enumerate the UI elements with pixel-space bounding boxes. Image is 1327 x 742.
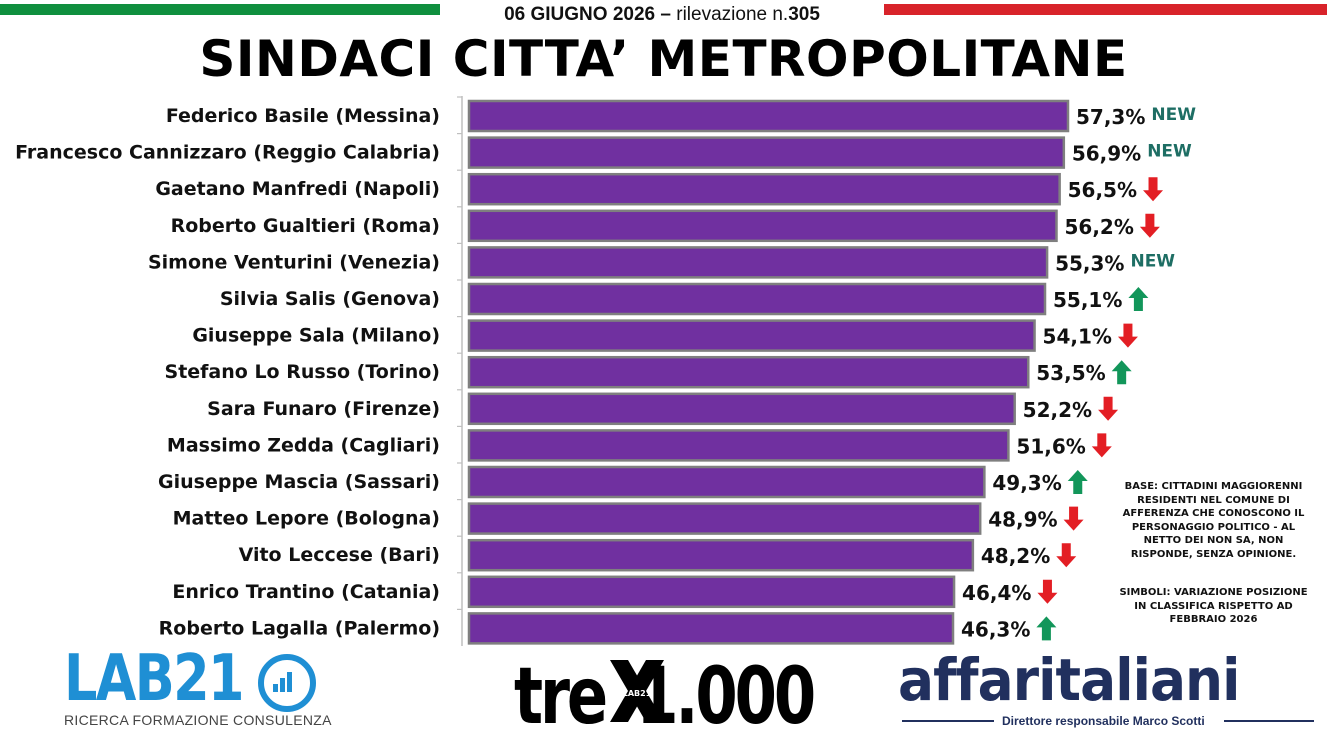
arrow-down-icon xyxy=(1139,213,1160,238)
base-note-line: BASE: CITTADINI MAGGIORENNI xyxy=(1124,481,1303,492)
category-label: Matteo Lepore (Bologna) xyxy=(173,508,440,530)
category-label: Roberto Lagalla (Palermo) xyxy=(159,617,440,639)
category-label: Gaetano Manfredi (Napoli) xyxy=(155,178,440,200)
bar xyxy=(467,172,1061,206)
arrow-down-icon xyxy=(1117,323,1138,348)
value-label: 57,3% xyxy=(1076,105,1145,129)
chart-title: SINDACI CITTA’ METROPOLITANE xyxy=(199,30,1128,88)
value-label: 54,1% xyxy=(1043,325,1112,349)
symbols-note-line: SIMBOLI: VARIAZIONE POSIZIONE xyxy=(1119,587,1308,598)
arrow-up-icon xyxy=(1111,360,1132,385)
category-label: Massimo Zedda (Cagliari) xyxy=(167,434,440,456)
value-label: 53,5% xyxy=(1036,361,1105,385)
category-label: Sara Funaro (Firenze) xyxy=(207,398,440,420)
value-label: 49,3% xyxy=(992,471,1061,495)
trex-mark: LAB21 xyxy=(623,689,652,698)
bar xyxy=(467,465,986,499)
category-label: Silvia Salis (Genova) xyxy=(220,288,440,310)
bar-chart-icon xyxy=(273,672,292,692)
value-label: 55,3% xyxy=(1055,251,1124,275)
category-label: Francesco Cannizzaro (Reggio Calabria) xyxy=(15,142,440,164)
symbols-note-line: FEBBRAIO 2026 xyxy=(1169,614,1258,625)
symbols-note-line: IN CLASSIFICA RISPETTO AD xyxy=(1134,600,1293,612)
value-label: 46,3% xyxy=(961,617,1030,641)
value-label: 56,5% xyxy=(1068,178,1137,202)
affaritaliani-rule-left xyxy=(902,720,994,722)
bar xyxy=(467,502,982,535)
base-note-line: RISPONDE, SENZA OPINIONE. xyxy=(1130,548,1297,560)
value-label: 55,1% xyxy=(1053,288,1122,312)
survey-label: rilevazione n. xyxy=(676,4,789,25)
affaritaliani-rule-right xyxy=(1224,720,1314,722)
lab21-logo: LAB21 RICERCA FORMAZIONE CONSULENZA xyxy=(64,642,331,732)
base-note-line: AFFERENZA CHE CONOSCONO IL xyxy=(1122,508,1305,519)
affaritaliani-logo-text: affaritaliani xyxy=(898,646,1240,714)
bar xyxy=(467,136,1066,169)
arrow-down-icon xyxy=(1091,433,1112,458)
bar xyxy=(467,575,956,609)
value-label: 48,2% xyxy=(981,544,1050,568)
flag-red-stripe xyxy=(884,4,1327,15)
bar xyxy=(467,355,1030,389)
survey-dash: – xyxy=(660,4,671,25)
arrow-down-icon xyxy=(1063,506,1084,531)
brush-x-icon: LAB21 xyxy=(610,660,664,722)
value-label: 56,9% xyxy=(1072,142,1141,166)
category-label: Enrico Trantino (Catania) xyxy=(172,581,440,603)
survey-date: 06 GIUGNO 2026 xyxy=(504,4,656,25)
survey-number: 305 xyxy=(788,4,820,25)
new-badge: NEW xyxy=(1151,105,1196,125)
symbols-note: SIMBOLI: VARIAZIONE POSIZIONE IN CLASSIFI… xyxy=(1106,586,1321,627)
survey-subtitle: 06 GIUGNO 2026 – rilevazione n.305 xyxy=(440,4,884,26)
category-label: Federico Basile (Messina) xyxy=(166,105,440,127)
bar xyxy=(467,209,1058,243)
category-label: Giuseppe Sala (Milano) xyxy=(192,325,440,347)
lab21-logo-text: LAB21 xyxy=(64,642,245,716)
base-note-line: NETTO DEI NON SA, NON xyxy=(1143,535,1284,546)
category-label: Giuseppe Mascia (Sassari) xyxy=(158,471,440,493)
flag-green-stripe xyxy=(0,4,440,15)
category-label: Vito Leccese (Bari) xyxy=(239,544,440,566)
value-label: 51,6% xyxy=(1016,434,1085,458)
affaritaliani-logo: affaritaliani Direttore responsabile Mar… xyxy=(898,646,1318,732)
arrow-down-icon xyxy=(1056,543,1077,568)
base-note: BASE: CITTADINI MAGGIORENNI RESIDENTI NEL… xyxy=(1106,480,1321,561)
trex-logo-right: 1.000 xyxy=(636,652,816,742)
lab21-tagline: RICERCA FORMAZIONE CONSULENZA xyxy=(64,712,332,728)
bar xyxy=(467,612,955,645)
trex1000-logo-text: tre 1.000 xyxy=(514,652,816,742)
arrow-down-icon xyxy=(1037,579,1058,604)
base-note-line: PERSONAGGIO POLITICO - AL xyxy=(1131,521,1296,533)
bar xyxy=(467,538,975,572)
arrow-down-icon xyxy=(1143,177,1164,202)
value-label: 56,2% xyxy=(1065,215,1134,239)
lab21-logo-circle xyxy=(258,654,316,712)
trex-logo-left: tre xyxy=(514,652,608,742)
category-label: Stefano Lo Russo (Torino) xyxy=(165,361,440,383)
bar xyxy=(467,246,1049,279)
affaritaliani-tagline: Direttore responsabile Marco Scotti xyxy=(1002,714,1205,728)
bar xyxy=(467,392,1016,426)
value-label: 46,4% xyxy=(962,581,1031,605)
bar xyxy=(467,319,1036,352)
trex1000-logo: tre 1.000 LAB21 xyxy=(514,650,824,742)
bar xyxy=(467,99,1070,133)
value-label: 48,9% xyxy=(988,508,1057,532)
category-label: Roberto Gualtieri (Roma) xyxy=(171,215,440,237)
value-label: 52,2% xyxy=(1023,398,1092,422)
arrow-up-icon xyxy=(1036,616,1057,641)
arrow-up-icon xyxy=(1067,470,1088,494)
base-note-line: RESIDENTI NEL COMUNE DI xyxy=(1137,494,1290,506)
arrow-down-icon xyxy=(1098,396,1119,421)
bar xyxy=(467,429,1010,462)
new-badge: NEW xyxy=(1130,251,1175,271)
new-badge: NEW xyxy=(1147,142,1192,162)
bar xyxy=(467,282,1047,316)
arrow-up-icon xyxy=(1128,287,1149,311)
category-label: Simone Venturini (Venezia) xyxy=(148,251,440,273)
